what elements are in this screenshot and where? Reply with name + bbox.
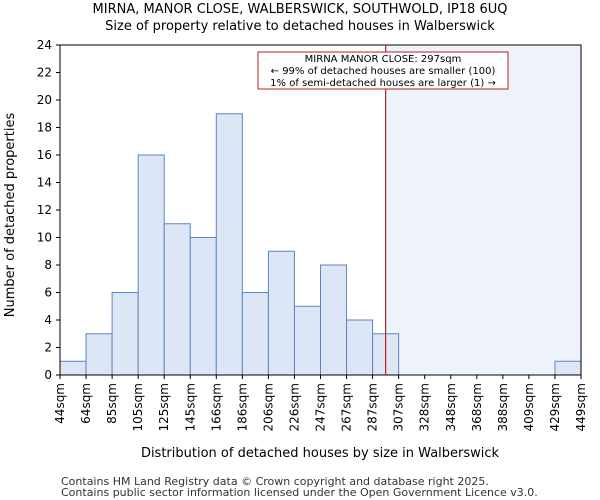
x-tick-label: 105sqm: [131, 383, 145, 431]
x-tick-label: 267sqm: [340, 383, 354, 431]
y-tick-label: 22: [37, 66, 52, 80]
y-tick-label: 16: [37, 148, 52, 162]
y-tick-label: 14: [37, 176, 52, 190]
x-tick-label: 449sqm: [574, 383, 588, 431]
x-tick-label: 44sqm: [53, 383, 67, 424]
annotation-line-1: MIRNA MANOR CLOSE: 297sqm: [305, 54, 462, 65]
y-tick-label: 10: [37, 231, 52, 245]
histogram-bar: [554, 360, 582, 376]
x-tick-label: 166sqm: [209, 383, 223, 431]
x-tick-label: 64sqm: [79, 383, 93, 424]
x-tick-label: 247sqm: [314, 383, 328, 431]
histogram-bar: [320, 264, 348, 376]
x-tick-label: 206sqm: [261, 383, 275, 431]
y-tick-label: 4: [44, 313, 52, 327]
histogram-bar: [111, 292, 139, 376]
y-tick-label: 2: [44, 341, 52, 355]
x-axis-label: Distribution of detached houses by size …: [141, 446, 500, 461]
x-tick-label: 145sqm: [183, 383, 197, 431]
footer-line-1: Contains HM Land Registry data © Crown c…: [61, 475, 489, 488]
y-tick-label: 0: [44, 368, 52, 382]
x-tick-label: 186sqm: [235, 383, 249, 431]
x-tick-label: 409sqm: [522, 383, 536, 431]
y-tick-label: 6: [44, 286, 52, 300]
x-tick-label: 226sqm: [287, 383, 301, 431]
histogram-bar: [267, 250, 295, 376]
histogram-bar: [346, 319, 374, 376]
chart-title: MIRNA, MANOR CLOSE, WALBERSWICK, SOUTHWO…: [92, 2, 508, 17]
y-axis-label: Number of detached properties: [3, 113, 18, 318]
footer-line-2: Contains public sector information licen…: [61, 486, 538, 499]
x-tick-label: 388sqm: [496, 383, 510, 431]
x-tick-label: 287sqm: [366, 383, 380, 431]
y-tick-label: 20: [37, 93, 52, 107]
x-tick-label: 328sqm: [418, 383, 432, 431]
x-tick-label: 125sqm: [157, 383, 171, 431]
histogram-bar: [85, 333, 113, 376]
shaded-region-larger: [385, 45, 581, 375]
histogram-bar: [137, 154, 165, 376]
histogram-bar: [293, 305, 322, 376]
y-tick-label: 18: [37, 121, 52, 135]
histogram-bar: [59, 360, 87, 376]
x-tick-label: 85sqm: [105, 383, 119, 424]
annotation-box: [257, 51, 509, 90]
y-tick-label: 12: [37, 203, 52, 217]
histogram-bar: [189, 237, 217, 376]
y-tick-label: 8: [44, 258, 52, 272]
annotation-line-3: 1% of semi-detached houses are larger (1…: [270, 78, 496, 89]
x-tick-label: 368sqm: [470, 383, 484, 431]
x-tick-label: 307sqm: [392, 383, 406, 431]
x-tick-label: 429sqm: [548, 383, 562, 431]
chart-subtitle: Size of property relative to detached ho…: [105, 19, 495, 34]
annotation-line-2: ← 99% of detached houses are smaller (10…: [271, 66, 496, 77]
histogram-bar: [163, 223, 191, 376]
x-tick-label: 348sqm: [444, 383, 458, 431]
y-tick-label: 24: [37, 38, 52, 52]
histogram-bar: [215, 113, 243, 376]
histogram-bar: [241, 292, 269, 376]
